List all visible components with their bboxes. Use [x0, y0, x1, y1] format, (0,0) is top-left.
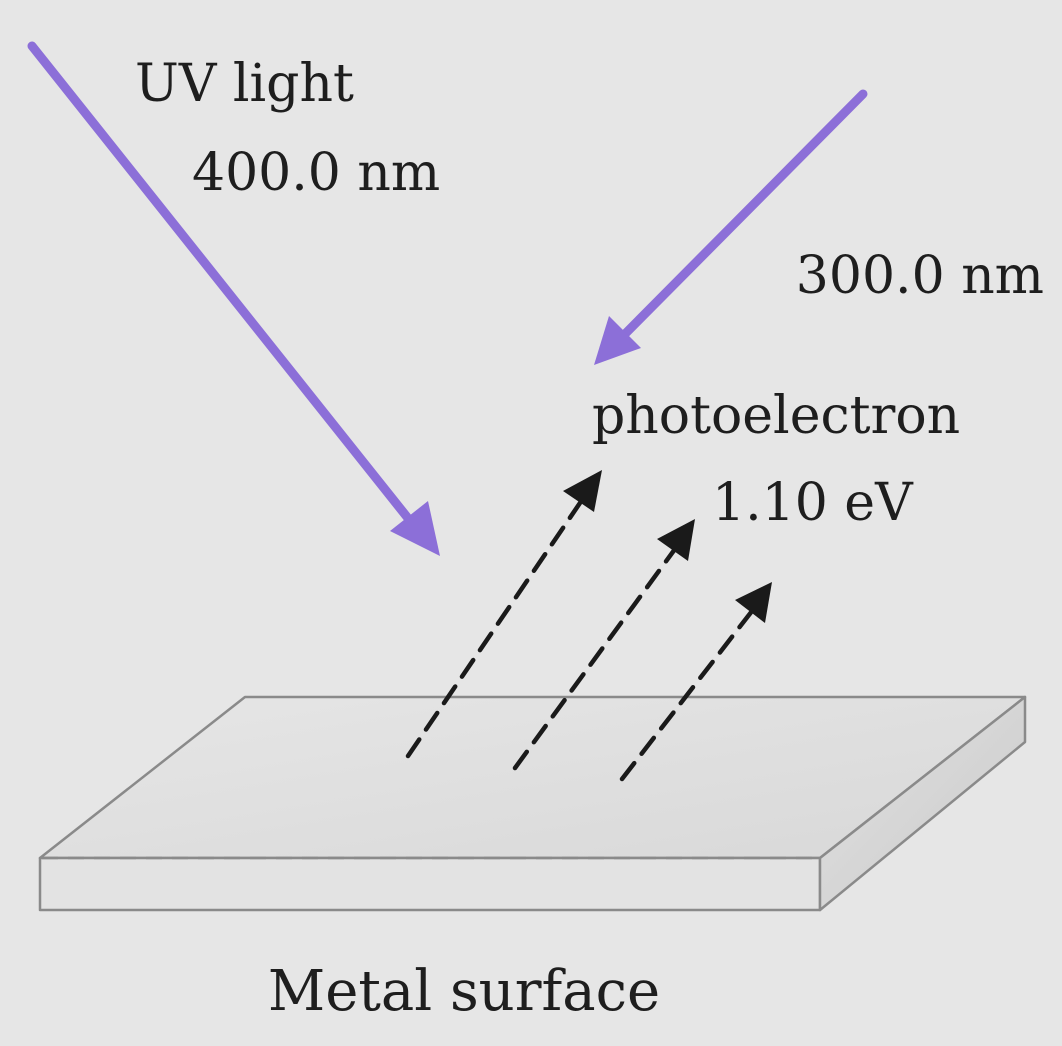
metal-surface-label: Metal surface	[268, 959, 660, 1024]
photoelectron-path-3-dashed-arrow-icon	[619, 582, 772, 782]
metal-slab	[38, 695, 1027, 912]
electron-energy-label: 1.10 eV	[712, 473, 914, 533]
photoelectron-label: photoelectron	[592, 386, 960, 446]
light-ray-1-arrow-icon	[27, 41, 440, 556]
light-ray-2-arrow-icon	[594, 89, 868, 365]
wavelength-1-label: 400.0 nm	[192, 143, 440, 203]
metal-slab-front	[38, 856, 822, 912]
photoelectron-path-2-dashed-arrow-icon	[512, 519, 695, 771]
photoelectron-path-1-dashed-arrow-icon	[405, 470, 602, 759]
light-title-label: UV light	[135, 54, 354, 114]
metal-slab-side	[818, 695, 1027, 912]
wavelength-2-label: 300.0 nm	[796, 246, 1044, 306]
